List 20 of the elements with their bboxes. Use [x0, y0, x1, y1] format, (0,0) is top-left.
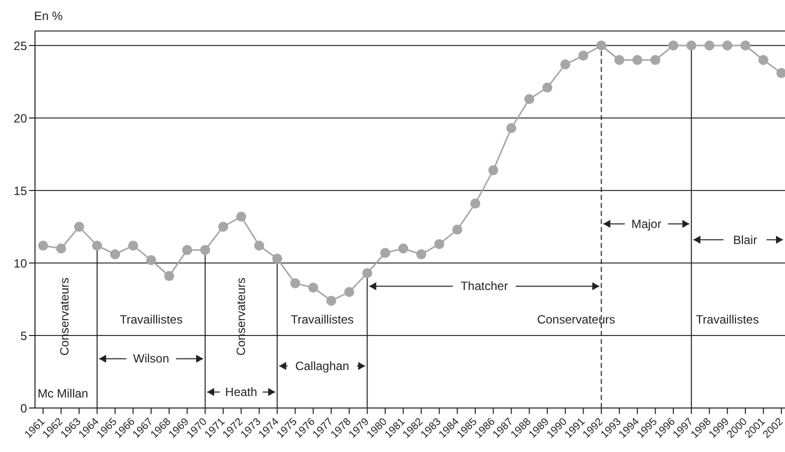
annotation: Blair	[733, 232, 758, 247]
y-tick-label: 5	[20, 328, 28, 343]
annotation: Thatcher	[460, 279, 508, 294]
annotation: Travaillistes	[120, 312, 183, 327]
annotation: Travaillistes	[696, 312, 759, 327]
y-tick-label: 20	[14, 111, 28, 126]
annotation: Callaghan	[295, 358, 350, 373]
annotation: Conservateurs	[234, 278, 248, 356]
annotation: Heath	[225, 385, 258, 400]
annotation: Conservateurs	[58, 278, 72, 356]
y-tick-label: 0	[20, 401, 28, 416]
y-tick-label: 25	[14, 38, 28, 53]
y-tick-label: 15	[14, 184, 28, 198]
annotation: Major	[631, 216, 662, 231]
annotation: Mc Millan	[38, 386, 88, 400]
annotation: Wilson	[133, 352, 170, 366]
y-axis-title: En %	[34, 9, 64, 23]
y-tick-label: 10	[14, 256, 28, 270]
annotation: Conservateurs	[537, 312, 616, 327]
annotation: Travaillistes	[290, 312, 354, 327]
